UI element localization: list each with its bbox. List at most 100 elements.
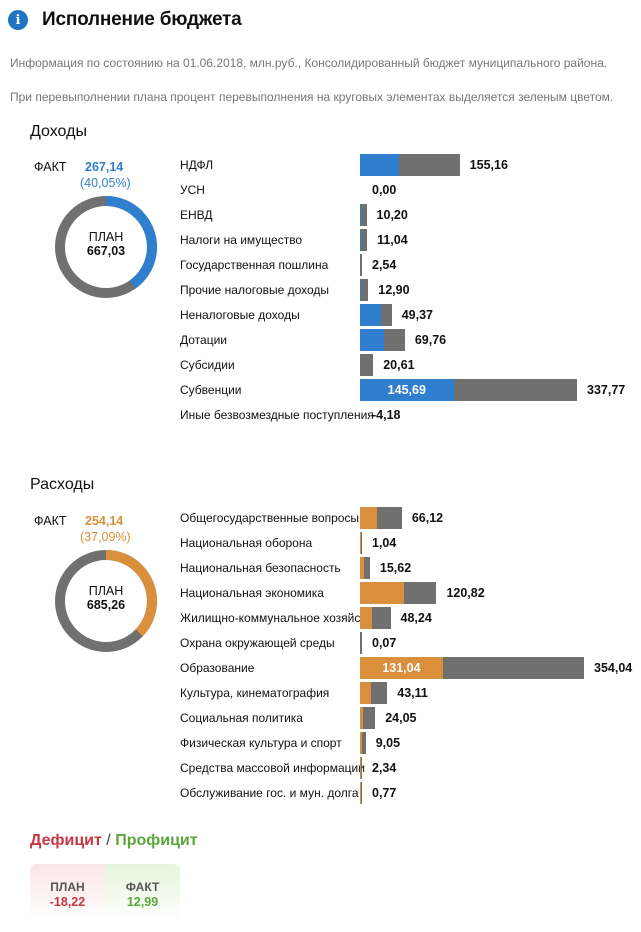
expense-row: Социальная политика 24,05 — [0, 706, 641, 731]
income-fact-percent: (40,05%) — [80, 176, 131, 190]
expense-plan-value: 0,77 — [372, 786, 397, 800]
expense-row-label: Охрана окружающей среды — [180, 636, 335, 650]
income-row: НДФЛ 155,16 — [0, 153, 641, 178]
expense-section-title: Расходы — [30, 476, 95, 493]
expense-plan-bar — [360, 607, 391, 629]
expense-row: Национальная экономика 120,82 — [0, 581, 641, 606]
income-plan-value: 20,61 — [383, 358, 415, 372]
income-plan-label: ПЛАН — [88, 230, 124, 244]
expense-row: Общегосударственные вопросы 66,12 — [0, 506, 641, 531]
income-row: Субвенции 145,69 337,77 — [0, 378, 641, 403]
expense-plan-value: 9,05 — [375, 736, 401, 750]
income-plan-bar — [360, 304, 392, 326]
income-fact-bar: 145,69 — [360, 379, 454, 401]
income-fact-bar — [360, 304, 381, 326]
expense-row: Средства массовой информации 2,34 — [0, 756, 641, 781]
income-row-label: Налоги на имущество — [180, 233, 303, 247]
income-plan-value: -4,18 — [372, 408, 401, 422]
expense-plan-value: 48,24 — [400, 611, 432, 625]
income-row-label: Дотации — [180, 333, 227, 347]
highlight-note: При перевыполнении плана процент перевып… — [10, 90, 614, 104]
income-plan-bar — [360, 179, 362, 201]
page-header: i Исполнение бюджета — [8, 8, 242, 32]
income-plan-bar — [360, 229, 368, 251]
expense-plan-bar — [360, 507, 402, 529]
expense-plan-value: 2,34 — [372, 761, 397, 775]
income-plan-value: 49,37 — [401, 308, 433, 322]
expense-plan-bar — [360, 632, 362, 654]
income-fact-bar — [360, 329, 385, 351]
income-plan-value: 337,77 — [587, 383, 626, 397]
balance-plan-value: -18,22 — [49, 895, 86, 909]
income-plan-bar: 145,69 — [360, 379, 577, 401]
expense-plan-value: 66,12 — [411, 511, 444, 525]
balance-fact-value: 12,99 — [126, 895, 159, 909]
page-title: Исполнение бюджета — [42, 9, 242, 30]
income-plan-bar — [360, 204, 367, 226]
expense-row: Культура, кинематография 43,11 — [0, 681, 641, 706]
income-plan-value: 69,76 — [414, 333, 447, 347]
income-fact-value: 267,14 — [85, 160, 124, 174]
income-row-label: Субсидии — [180, 358, 235, 372]
expense-plan-label: ПЛАН — [88, 584, 124, 598]
expense-row-label: Обслуживание гос. и мун. долга — [180, 786, 359, 800]
expense-row-label: Средства массовой информации — [180, 761, 365, 775]
income-row: ЕНВД 10,20 — [0, 203, 641, 228]
balance-summary: ПЛАН -18,22 ФАКТ 12,99 — [30, 864, 180, 920]
income-plan-value: 11,04 — [377, 233, 408, 247]
balance-separator: / — [101, 832, 116, 849]
expense-plan-bar — [360, 732, 366, 754]
expense-plan-bar — [360, 532, 362, 554]
balance-plan-label: ПЛАН — [50, 880, 85, 894]
expense-fact-bar — [360, 582, 405, 604]
income-plan-value: 12,90 — [378, 283, 410, 297]
expense-donut — [55, 550, 157, 652]
expense-plan-bar: 131,04 — [360, 657, 584, 679]
income-fact-bar — [360, 154, 400, 176]
income-row-label: Неналоговые доходы — [180, 308, 300, 322]
expense-row: Обслуживание гос. и мун. долга 0,77 — [0, 781, 641, 806]
income-plan-bar — [360, 354, 374, 376]
expense-fact-bar — [360, 507, 378, 529]
expense-row-label: Жилищно-коммунальное хозяйство — [180, 611, 379, 625]
income-row: УСН 0,00 — [0, 178, 641, 203]
income-plan-value: 667,03 — [86, 244, 126, 258]
expense-fact-label: 131,04 — [382, 661, 421, 675]
expense-plan-value: 15,62 — [379, 561, 412, 575]
income-plan-bar — [360, 254, 362, 276]
expense-plan-value: 685,26 — [86, 598, 126, 612]
expense-fact-label: ФАКТ — [34, 514, 67, 528]
income-plan-value: 0,00 — [372, 183, 397, 197]
expense-fact-bar — [360, 757, 361, 779]
expense-fact-bar — [360, 707, 363, 729]
income-row: Государственная пошлина 2,54 — [0, 253, 641, 278]
income-row: Субсидии 20,61 — [0, 353, 641, 378]
deficit-label: Дефицит — [30, 832, 102, 849]
income-row: Неналоговые доходы 49,37 — [0, 303, 641, 328]
expense-plan-value: 354,04 — [594, 661, 633, 675]
expense-plan-bar — [360, 782, 362, 804]
expense-row: Жилищно-коммунальное хозяйство 48,24 — [0, 606, 641, 631]
income-plan-value: 155,16 — [469, 158, 508, 172]
expense-plan-value: 0,07 — [372, 636, 397, 650]
expense-fact-value: 254,14 — [85, 514, 124, 528]
balance-plan-cell: ПЛАН -18,22 — [30, 864, 105, 920]
income-row-label: НДФЛ — [180, 158, 214, 172]
income-row: Прочие налоговые доходы 12,90 — [0, 278, 641, 303]
info-icon[interactable]: i — [8, 10, 28, 30]
income-plan-value: 10,20 — [376, 208, 408, 222]
expense-row: Национальная безопасность 15,62 — [0, 556, 641, 581]
balance-fact-cell: ФАКТ 12,99 — [105, 864, 180, 920]
expense-row: Физическая культура и спорт 9,05 — [0, 731, 641, 756]
income-plan-bar — [360, 329, 405, 351]
income-row-label: Субвенции — [180, 383, 242, 397]
income-donut — [55, 196, 157, 298]
balance-fact-label: ФАКТ — [125, 880, 160, 894]
income-row: Налоги на имущество 11,04 — [0, 228, 641, 253]
expense-row-label: Образование — [180, 661, 255, 675]
income-section-title: Доходы — [30, 123, 87, 140]
income-row: Иные безвозмездные поступления -4,18 — [0, 403, 641, 428]
expense-fact-bar — [360, 732, 362, 754]
expense-plan-bar — [360, 707, 376, 729]
expense-fact-bar — [360, 557, 365, 579]
